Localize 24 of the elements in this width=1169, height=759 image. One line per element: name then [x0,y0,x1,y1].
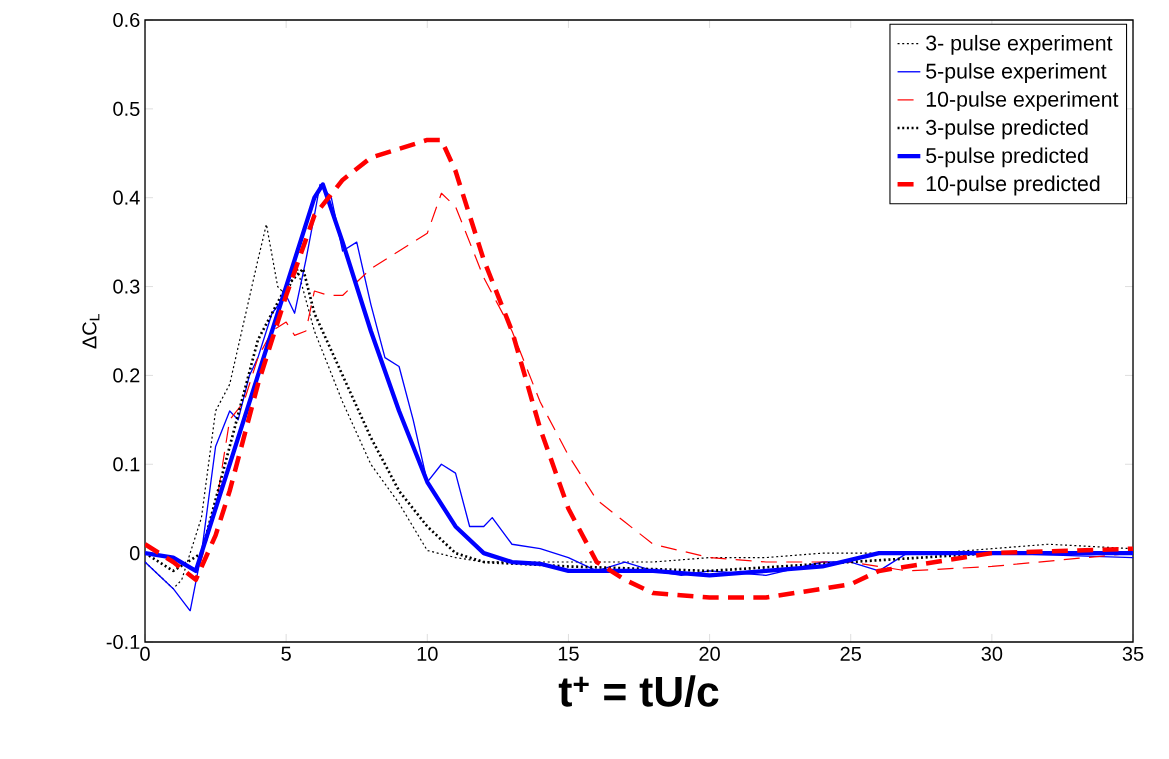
legend-label: 3- pulse experiment [926,34,1113,55]
x-tick-label: 10 [417,646,438,661]
y-tick-label: 0.3 [113,279,140,294]
legend-label: 10-pulse predicted [926,175,1100,196]
y-tick-label: 0.1 [113,457,140,472]
x-tick-label: 30 [981,646,1003,661]
x-tick-label: 15 [558,646,579,661]
legend-label: 10-pulse experiment [926,91,1119,112]
y-tick-label: -0.1 [106,634,140,650]
x-tick-label: 5 [281,646,291,661]
y-tick-label: 0.5 [113,101,140,116]
x-tick-label: 20 [699,646,720,661]
legend-label: 5-pulse experiment [926,63,1107,83]
y-tick-label: 0.2 [113,368,140,383]
x-tick-label: 25 [840,646,862,661]
y-axis-title: ΔC$_{L}$ [82,313,100,349]
x-tick-label: 0 [140,646,150,661]
x-tick-label: 35 [1122,646,1144,661]
legend-label: 5-pulse predicted [926,147,1088,168]
text: t$^{+}$ = tU/c [558,675,719,708]
y-tick-label: 0.4 [113,190,140,205]
y-tick-label: 0 [129,546,140,561]
y-tick-label: 0.6 [113,12,140,28]
legend-label: 3-pulse predicted [926,119,1088,140]
